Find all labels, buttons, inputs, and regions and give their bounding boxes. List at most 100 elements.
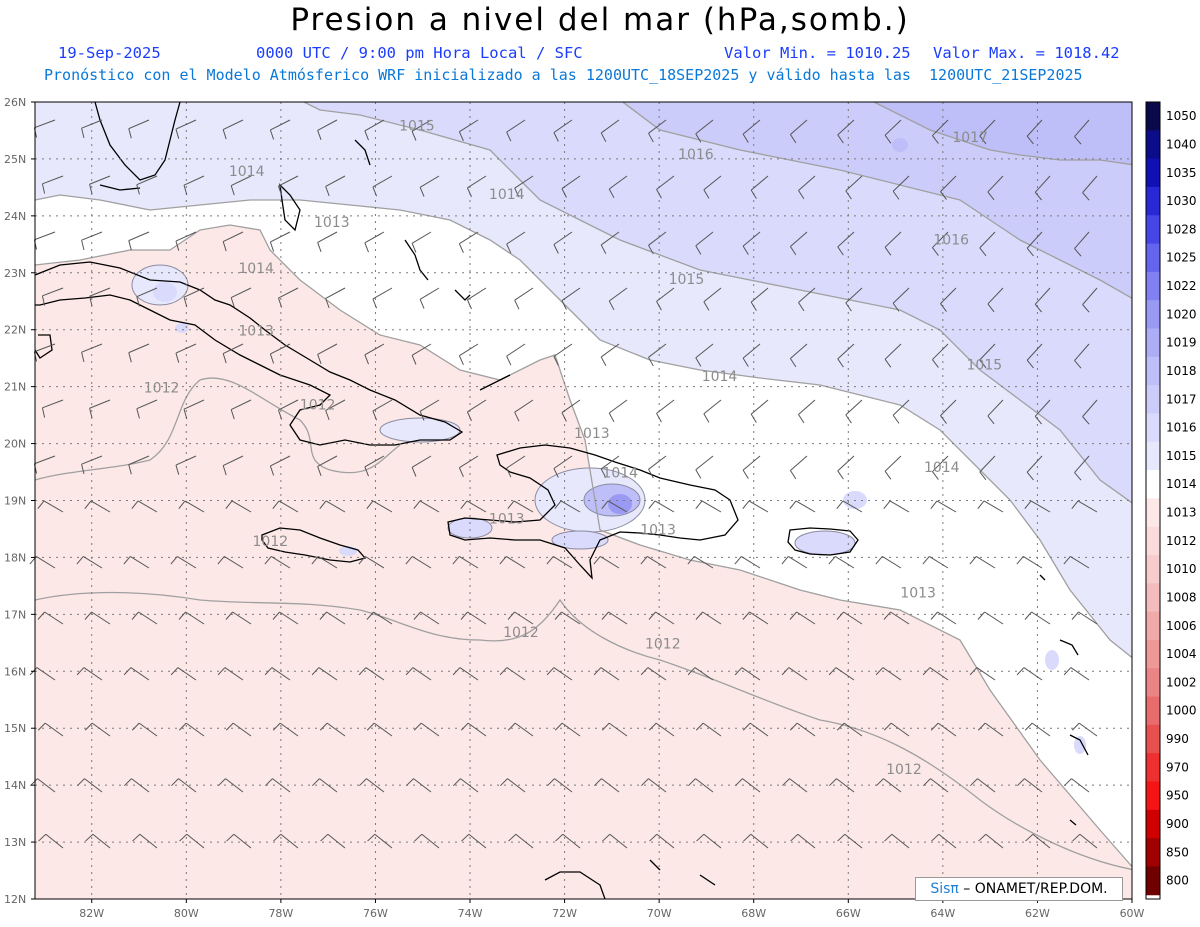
isobar-label: 1014 bbox=[238, 261, 274, 277]
forecast-info: Pronóstico con el Modelo Atmósferico WRF… bbox=[44, 66, 1083, 84]
wind-barb-shaft bbox=[507, 778, 526, 793]
wind-barb-shaft bbox=[741, 667, 761, 681]
wind-barb-shaft bbox=[884, 455, 902, 472]
wind-barb-flag bbox=[837, 470, 844, 480]
wind-barb-shaft bbox=[843, 722, 863, 737]
wind-barb-shaft bbox=[175, 343, 197, 354]
lat-tick-label: 12N bbox=[4, 893, 26, 906]
wind-barb-shaft bbox=[42, 399, 64, 409]
wind-barb-flag bbox=[703, 301, 710, 311]
wind-barb-flag bbox=[81, 464, 85, 475]
wind-barb-shaft bbox=[795, 500, 816, 513]
wind-barb-flag bbox=[656, 301, 662, 311]
wind-barb-shaft bbox=[790, 119, 808, 135]
wind-barb-flag bbox=[453, 778, 461, 787]
wind-barb-shaft bbox=[837, 455, 855, 472]
wind-barb-shaft bbox=[411, 343, 432, 356]
wind-barb-shaft bbox=[884, 119, 902, 136]
lon-tick-label: 76W bbox=[363, 907, 388, 920]
wind-barb-flag bbox=[930, 611, 938, 620]
wind-barb-flag bbox=[499, 667, 508, 676]
wind-barb-flag bbox=[608, 300, 615, 311]
wind-barb-flag bbox=[742, 469, 749, 479]
wind-barb-flag bbox=[977, 722, 986, 731]
wind-barb-shaft bbox=[937, 611, 957, 625]
wind-barb-flag bbox=[828, 556, 836, 565]
wind-barb-shaft bbox=[411, 455, 432, 468]
wind-barb-shaft bbox=[843, 611, 863, 625]
wind-barb-shaft bbox=[648, 778, 667, 793]
wind-barb-flag bbox=[837, 246, 844, 256]
wind-barb-flag bbox=[836, 722, 845, 731]
lon-tick-label: 70W bbox=[647, 907, 672, 920]
colorbar-swatch bbox=[1146, 724, 1160, 754]
wind-barb-shaft bbox=[1082, 399, 1098, 417]
wind-barb-shaft bbox=[364, 343, 385, 356]
wind-barb-shaft bbox=[790, 231, 808, 247]
wind-barb-flag bbox=[1071, 722, 1080, 731]
wind-barb-shaft bbox=[836, 778, 855, 793]
wind-barb-shaft bbox=[1077, 500, 1098, 513]
lon-tick-label: 80W bbox=[174, 907, 199, 920]
wind-barb-flag bbox=[77, 778, 85, 787]
colorbar-label: 950 bbox=[1166, 789, 1189, 803]
colorbar-label: 1004 bbox=[1166, 647, 1197, 661]
wind-barb-flag bbox=[325, 186, 330, 197]
wind-barb-shaft bbox=[656, 399, 675, 414]
wind-barb-flag bbox=[979, 471, 987, 481]
wind-barb-flag bbox=[364, 130, 369, 141]
wind-barb-shaft bbox=[137, 500, 158, 513]
wind-barb-shaft bbox=[842, 500, 863, 513]
wind-barb-shaft bbox=[230, 399, 252, 411]
wind-barb-flag bbox=[372, 298, 378, 309]
wind-barb-flag bbox=[798, 302, 805, 312]
wind-barb-shaft bbox=[325, 500, 346, 513]
wind-barb-shaft bbox=[703, 287, 722, 303]
wind-barb-flag bbox=[695, 357, 702, 367]
colorbar-swatch bbox=[1146, 809, 1160, 839]
wind-barb-shaft bbox=[600, 231, 620, 246]
wind-barb-shaft bbox=[136, 287, 158, 298]
wind-barb-flag bbox=[593, 667, 602, 676]
wind-barb-flag bbox=[696, 833, 705, 842]
wind-barb-flag bbox=[1017, 778, 1025, 787]
wind-barb-flag bbox=[648, 245, 654, 255]
wind-barb-flag bbox=[600, 356, 607, 367]
wind-barb-shaft bbox=[608, 399, 628, 414]
wind-barb-shaft bbox=[1074, 119, 1090, 137]
wind-barb-flag bbox=[922, 556, 930, 565]
wind-barb-shaft bbox=[130, 667, 150, 681]
wind-barb-flag bbox=[317, 354, 322, 364]
wind-barb-flag bbox=[828, 667, 837, 676]
wind-barb-flag bbox=[790, 358, 797, 368]
colorbar-label: 1030 bbox=[1166, 194, 1197, 208]
wind-barb-shaft bbox=[1074, 231, 1090, 249]
wind-barb-shaft bbox=[44, 722, 64, 737]
wind-barb-flag bbox=[969, 556, 977, 565]
wind-barb-shaft bbox=[45, 833, 64, 849]
wind-barb-flag bbox=[458, 131, 464, 142]
wind-barb-shaft bbox=[553, 343, 573, 357]
isobar-label: 1015 bbox=[399, 118, 435, 134]
wind-barb-shaft bbox=[656, 833, 675, 849]
wind-barb-flag bbox=[790, 833, 799, 842]
wind-barb-flag bbox=[561, 300, 567, 310]
wind-barb-shaft bbox=[419, 287, 440, 300]
wind-barb-shaft bbox=[750, 399, 769, 415]
wind-barb-shaft bbox=[977, 778, 996, 793]
wind-barb-flag bbox=[131, 611, 139, 620]
wind-barb-shaft bbox=[748, 500, 769, 513]
wind-barb-flag bbox=[884, 833, 893, 842]
wind-barb-shaft bbox=[703, 833, 722, 849]
wind-barb-flag bbox=[264, 667, 273, 676]
wind-barb-shaft bbox=[884, 231, 902, 248]
wind-barb-shaft bbox=[225, 778, 244, 793]
wind-barb-shaft bbox=[183, 287, 205, 298]
wind-barb-shaft bbox=[372, 287, 393, 300]
wind-barb-shaft bbox=[177, 667, 197, 681]
isobar-label: 1013 bbox=[900, 585, 936, 601]
wind-barb-shaft bbox=[553, 455, 573, 469]
wind-barb-shaft bbox=[459, 231, 479, 245]
wind-barb-shaft bbox=[553, 231, 573, 245]
wind-barb-flag bbox=[312, 778, 320, 787]
